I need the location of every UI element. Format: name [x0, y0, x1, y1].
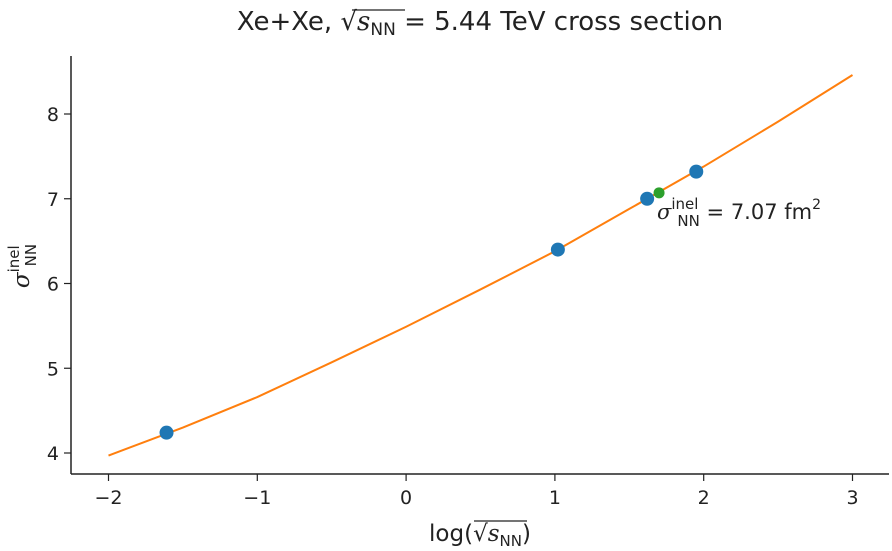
annotation-sub: NN: [677, 212, 699, 230]
y-tick-label: 5: [47, 358, 59, 380]
x-axis-label-prefix: log(: [429, 521, 473, 547]
y-tick-label: 6: [47, 274, 59, 296]
fit-curve-line: [108, 74, 854, 457]
x-axis-label-suffix: ): [522, 521, 531, 547]
cross-section-annotation: σinel NN = 7.07 fm2: [657, 195, 821, 230]
x-axis-ticks: −2 −1 0 1 2 3: [94, 474, 859, 509]
y-axis-ticks: 4 5 6 7 8: [47, 104, 71, 465]
annotation-text: = 7.07 fm: [700, 200, 812, 224]
annotation-unit-sup: 2: [812, 197, 821, 213]
y-tick-label: 8: [47, 104, 59, 126]
x-tick-label: 3: [846, 487, 858, 509]
annotation-sup: inel: [671, 195, 698, 213]
x-axis-label-sqrt-sub: NN: [500, 532, 522, 550]
x-tick-label: −1: [243, 487, 271, 509]
x-axis-label-sqrt-sign: √: [473, 521, 488, 547]
chart-title-suffix: = 5.44 TeV cross section: [396, 7, 723, 37]
x-tick-label: 1: [549, 487, 561, 509]
y-tick-label: 4: [47, 443, 59, 465]
y-axis-label: σinelNN: [5, 244, 40, 288]
measurement-point: [159, 425, 174, 440]
x-tick-label: 2: [698, 487, 710, 509]
measurement-point: [640, 191, 655, 206]
y-axis-label-base: σ: [9, 271, 35, 288]
chart-title: Xe+Xe, √sNN = 5.44 TeV cross section: [237, 7, 723, 40]
chart-title-prefix: Xe+Xe,: [237, 7, 341, 37]
chart-title-sqrt-s: s: [357, 7, 370, 37]
x-tick-label: −2: [94, 487, 122, 509]
chart-title-sqrt-sub: NN: [370, 20, 395, 40]
chart-title-sqrt-sign: √: [340, 7, 357, 37]
interpolated-point: [653, 187, 665, 199]
measurement-point: [689, 164, 704, 179]
y-axis-label-sub: NN: [22, 244, 40, 266]
y-axis-label-sup: inel: [5, 245, 23, 272]
x-axis-label: log(√sNN): [429, 521, 531, 550]
series-layer: [108, 74, 854, 457]
x-axis-label-sqrt-s: s: [488, 521, 500, 547]
x-tick-label: 0: [400, 487, 412, 509]
measurement-point: [550, 242, 565, 257]
annotation-base: σ: [657, 200, 672, 224]
y-tick-label: 7: [47, 189, 59, 211]
